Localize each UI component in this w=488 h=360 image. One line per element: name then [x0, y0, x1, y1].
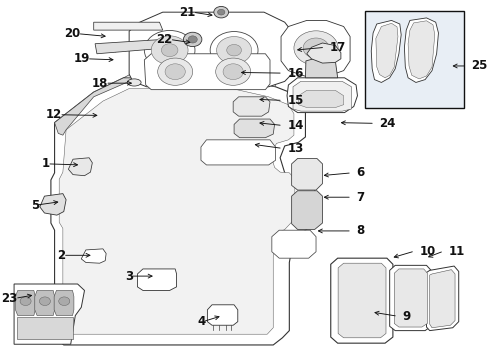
Text: 4: 4 — [197, 315, 205, 328]
Circle shape — [157, 58, 192, 85]
Polygon shape — [54, 291, 74, 316]
Polygon shape — [271, 230, 315, 258]
Ellipse shape — [127, 79, 141, 86]
Text: 13: 13 — [287, 142, 303, 155]
Polygon shape — [292, 81, 351, 111]
Circle shape — [216, 37, 251, 64]
Polygon shape — [14, 284, 84, 344]
Polygon shape — [35, 291, 55, 316]
Circle shape — [59, 297, 70, 306]
Polygon shape — [286, 78, 357, 113]
Polygon shape — [95, 40, 165, 54]
Circle shape — [40, 297, 50, 306]
Polygon shape — [55, 78, 132, 135]
Text: 6: 6 — [356, 166, 364, 179]
Polygon shape — [306, 43, 340, 63]
Polygon shape — [407, 21, 434, 79]
Text: 25: 25 — [470, 59, 487, 72]
Circle shape — [223, 64, 243, 80]
Circle shape — [165, 64, 185, 80]
Polygon shape — [234, 119, 274, 138]
Polygon shape — [51, 78, 314, 345]
Polygon shape — [305, 55, 337, 78]
Polygon shape — [298, 90, 343, 108]
Circle shape — [217, 9, 224, 15]
Text: 16: 16 — [287, 67, 303, 80]
Polygon shape — [291, 191, 322, 229]
Polygon shape — [389, 265, 430, 330]
Text: 9: 9 — [402, 310, 410, 323]
Text: 1: 1 — [42, 157, 50, 170]
Text: 20: 20 — [64, 27, 80, 40]
Polygon shape — [137, 269, 176, 291]
Circle shape — [188, 36, 197, 43]
Polygon shape — [17, 317, 73, 338]
Polygon shape — [291, 158, 322, 190]
Text: 14: 14 — [287, 119, 303, 132]
Circle shape — [144, 31, 195, 70]
Polygon shape — [330, 258, 392, 343]
Text: 24: 24 — [379, 117, 395, 130]
Polygon shape — [429, 270, 454, 328]
Text: 15: 15 — [287, 94, 303, 107]
Text: 7: 7 — [356, 191, 364, 204]
Text: 11: 11 — [447, 244, 464, 257]
Text: 5: 5 — [31, 199, 39, 212]
Text: 2: 2 — [58, 249, 65, 262]
Text: 17: 17 — [329, 41, 346, 54]
Circle shape — [293, 31, 337, 65]
Bar — [365, 12, 463, 108]
Text: 22: 22 — [156, 33, 172, 46]
Polygon shape — [281, 21, 349, 77]
Polygon shape — [370, 21, 400, 82]
Polygon shape — [404, 18, 438, 82]
Circle shape — [213, 6, 228, 18]
Text: 21: 21 — [179, 6, 195, 19]
Circle shape — [161, 44, 178, 57]
Text: 3: 3 — [124, 270, 133, 283]
Circle shape — [215, 58, 250, 85]
Text: 19: 19 — [73, 52, 89, 65]
Polygon shape — [207, 305, 237, 325]
Polygon shape — [233, 97, 269, 116]
Text: 8: 8 — [356, 224, 364, 238]
Polygon shape — [129, 12, 291, 87]
Polygon shape — [68, 158, 92, 176]
Polygon shape — [201, 140, 275, 165]
Polygon shape — [375, 23, 397, 78]
Polygon shape — [16, 291, 35, 316]
Polygon shape — [40, 194, 66, 215]
Text: 12: 12 — [45, 108, 62, 121]
Polygon shape — [59, 89, 294, 334]
Text: 10: 10 — [419, 244, 435, 257]
Text: 18: 18 — [91, 77, 108, 90]
Polygon shape — [337, 263, 385, 338]
Polygon shape — [94, 22, 163, 30]
Polygon shape — [123, 64, 275, 87]
Circle shape — [183, 32, 202, 46]
Polygon shape — [426, 266, 458, 330]
Circle shape — [226, 44, 241, 56]
Circle shape — [20, 297, 31, 306]
Polygon shape — [144, 54, 269, 90]
Polygon shape — [81, 249, 106, 263]
Circle shape — [303, 38, 328, 58]
Polygon shape — [393, 269, 427, 327]
Circle shape — [210, 32, 258, 69]
Circle shape — [151, 36, 188, 64]
Text: 23: 23 — [1, 292, 18, 305]
